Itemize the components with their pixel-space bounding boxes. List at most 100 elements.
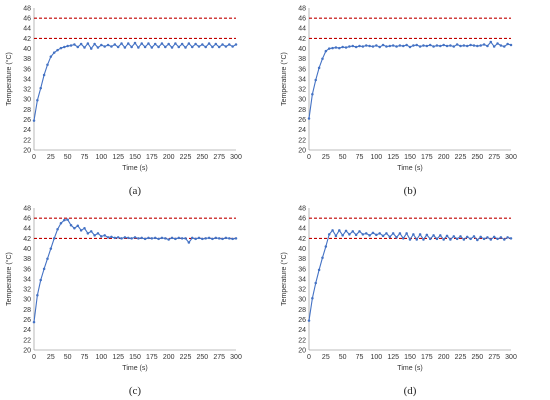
x-tick-label: 25 (322, 354, 330, 361)
series-point (395, 236, 398, 239)
series-point (150, 237, 154, 240)
series-point (184, 237, 187, 240)
x-tick-label: 300 (230, 154, 242, 161)
series-point (32, 119, 36, 122)
series-point (506, 236, 509, 239)
series-point (120, 42, 123, 45)
x-tick-label: 175 (146, 154, 158, 161)
series-point (402, 44, 405, 48)
series-point (46, 63, 49, 67)
x-axis-title: Time (s) (397, 365, 422, 372)
series-point (499, 44, 503, 47)
series-point (415, 238, 418, 241)
series-point (375, 233, 378, 237)
series-point (73, 43, 76, 46)
series-point (348, 45, 351, 48)
series-point (153, 42, 157, 46)
series-point (432, 234, 435, 237)
series-point (93, 234, 96, 237)
series-point (211, 237, 214, 241)
y-tick-label: 24 (23, 127, 31, 134)
series-point (479, 44, 482, 47)
y-tick-label: 44 (23, 26, 31, 33)
series-line (308, 41, 512, 119)
y-tick-label: 36 (23, 266, 31, 273)
y-tick-label: 32 (23, 287, 31, 294)
series-point (73, 227, 76, 230)
x-tick-label: 175 (421, 154, 433, 161)
series-point (221, 43, 224, 46)
series-point (375, 44, 378, 47)
chart-panel-d: 20 22 24 26 28 30 32 34 36 38 40 42 44 46 48 0 25 50 75 100… (275, 200, 550, 400)
series-point (472, 235, 476, 238)
series-point (388, 235, 392, 239)
y-axis-title: Temperature (°C) (5, 52, 13, 106)
series-point (174, 237, 177, 241)
series-point (143, 237, 147, 241)
x-tick-label: 300 (230, 354, 242, 361)
series-point (234, 43, 238, 46)
y-tick-label: 40 (23, 46, 31, 53)
series-point (214, 236, 218, 240)
series-point (385, 232, 388, 235)
series-point (76, 45, 80, 49)
series-point (341, 234, 344, 237)
series-point (110, 235, 113, 239)
x-axis-title: Time (s) (122, 165, 147, 172)
series-point (334, 46, 338, 49)
y-tick-label: 20 (298, 347, 306, 354)
series-point (137, 46, 140, 49)
y-axis-title: Temperature (°C) (280, 252, 288, 306)
x-tick-label: 125 (112, 354, 124, 361)
series-point (462, 238, 466, 241)
x-axis-title: Time (s) (122, 365, 147, 372)
series-point (422, 238, 425, 241)
y-tick-label: 26 (298, 317, 306, 324)
series-point (439, 234, 442, 237)
series-point (86, 42, 90, 45)
series-point (358, 44, 361, 48)
series-point (314, 78, 317, 82)
series-point (56, 228, 59, 231)
series-point (164, 45, 167, 49)
series-point (153, 236, 157, 240)
series-point (472, 44, 476, 47)
series-point (36, 99, 39, 102)
y-tick-label: 38 (298, 256, 306, 263)
series-point (83, 227, 86, 230)
y-tick-label: 26 (23, 117, 31, 124)
x-tick-label: 125 (112, 154, 124, 161)
x-tick-label: 150 (129, 354, 141, 361)
series-point (116, 45, 120, 49)
series-point (106, 236, 110, 239)
series-point (492, 45, 496, 48)
series-point (79, 42, 83, 46)
series-point (190, 236, 194, 240)
series-point (66, 44, 69, 48)
series-point (469, 237, 472, 241)
series-point (334, 234, 338, 238)
x-tick-label: 25 (322, 154, 330, 161)
series-point (395, 45, 398, 48)
x-tick-label: 0 (32, 354, 36, 361)
y-tick-label: 44 (298, 226, 306, 233)
series-point (190, 45, 194, 49)
series-point (147, 42, 150, 45)
series-point (509, 237, 513, 240)
series-point (140, 42, 143, 45)
series-point (398, 232, 402, 235)
series-point (83, 46, 86, 49)
series-point (143, 45, 147, 49)
series-point (224, 236, 228, 240)
x-tick-label: 50 (339, 354, 347, 361)
x-tick-label: 25 (47, 354, 55, 361)
series-point (324, 49, 328, 53)
series-point (408, 45, 412, 49)
series-point (231, 45, 234, 48)
series-point (317, 66, 321, 70)
series-point (56, 48, 59, 52)
y-tick-label: 24 (298, 127, 306, 134)
series-point (52, 237, 56, 240)
panel-label-d: (d) (404, 385, 417, 397)
